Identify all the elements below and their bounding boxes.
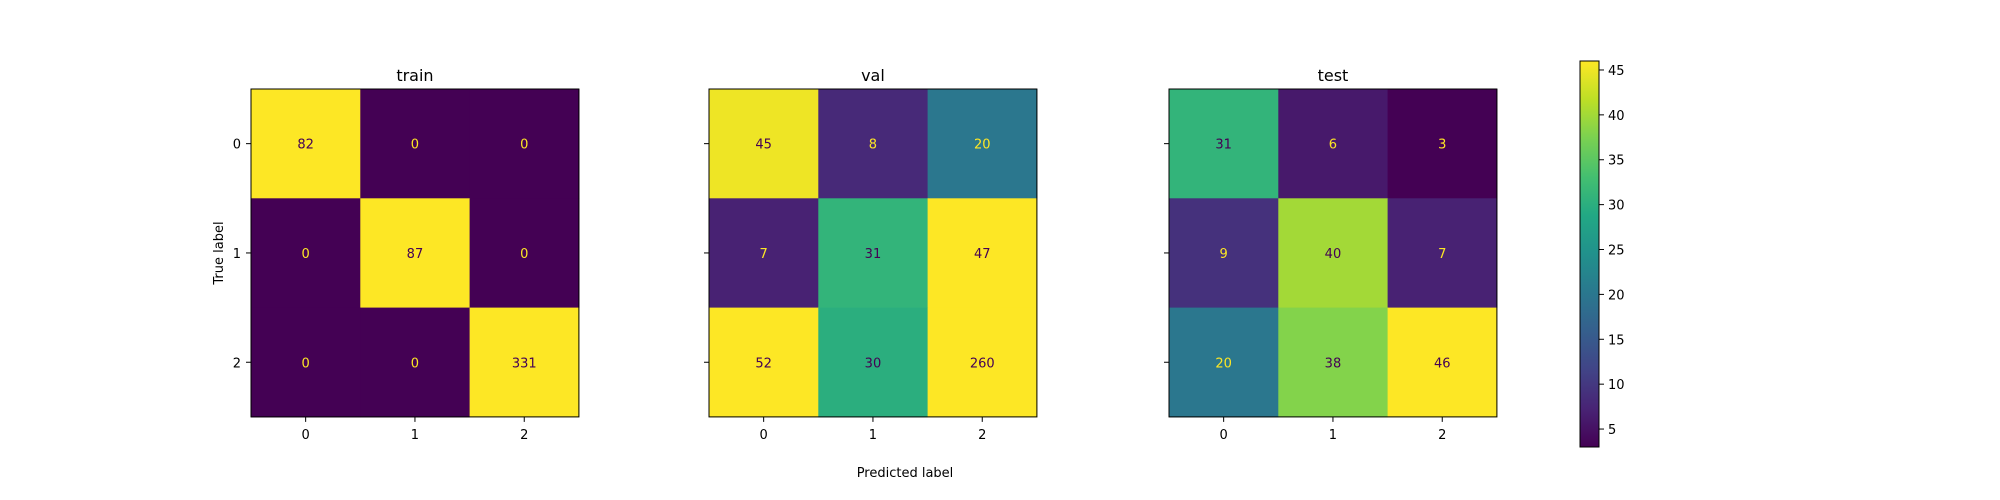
matrix-cell — [469, 307, 580, 418]
x-tick-label: 2 — [1438, 428, 1446, 443]
colorbar-tick-label: 20 — [1608, 288, 1625, 303]
matrix-cell — [1169, 198, 1279, 309]
matrix-cell — [927, 307, 1038, 418]
y-axis-label: True label — [212, 221, 227, 285]
panel-train: 82 0 0 0 87 0 0 0 331 train 0 1 2 0 1 2 — [233, 66, 580, 443]
cell-value-label: 6 — [1329, 138, 1337, 153]
matrix-cell — [709, 198, 819, 309]
matrix-cell — [818, 89, 929, 199]
matrix-cell — [1387, 198, 1498, 309]
x-tick-label: 2 — [978, 428, 986, 443]
matrix-cell — [469, 198, 580, 309]
matrix-cell — [1387, 89, 1498, 199]
matrix-cell — [251, 89, 361, 199]
cell-value-label: 31 — [865, 247, 882, 262]
x-tick-label: 0 — [760, 428, 768, 443]
cell-value-label: 20 — [974, 138, 991, 153]
panel-title: train — [396, 66, 433, 85]
cell-value-label: 8 — [869, 138, 877, 153]
matrix-cell — [709, 307, 819, 418]
matrix-cell — [1169, 89, 1279, 199]
matrix-cell — [927, 89, 1038, 199]
colorbar-gradient — [1579, 60, 1600, 448]
colorbar-tick-label: 40 — [1608, 109, 1625, 124]
matrix-cell — [927, 198, 1038, 309]
y-tick-label: 1 — [233, 247, 241, 262]
matrix-cell — [469, 89, 580, 199]
cell-value-label: 260 — [970, 356, 995, 371]
x-tick-label: 1 — [411, 428, 419, 443]
cell-value-label: 0 — [520, 247, 528, 262]
cell-value-label: 0 — [411, 356, 419, 371]
x-tick-label: 2 — [520, 428, 528, 443]
matrix-cell — [818, 198, 929, 309]
colorbar-tick-label: 10 — [1608, 378, 1625, 393]
cell-value-label: 87 — [407, 247, 424, 262]
matrix-cell — [1278, 89, 1389, 199]
colorbar-tick-label: 30 — [1608, 199, 1625, 214]
panel-title: val — [861, 66, 885, 85]
matrix-cell — [709, 89, 819, 199]
matrix-cell — [251, 307, 361, 418]
y-tick-label: 0 — [233, 138, 241, 153]
cell-value-label: 38 — [1325, 356, 1342, 371]
cell-value-label: 0 — [302, 356, 310, 371]
cell-value-label: 7 — [760, 247, 768, 262]
x-tick-label: 0 — [1220, 428, 1228, 443]
cell-value-label: 40 — [1325, 247, 1342, 262]
matrix-cell — [1278, 307, 1389, 418]
x-axis-label: Predicted label — [857, 466, 954, 481]
cell-value-label: 331 — [512, 356, 537, 371]
cell-value-label: 3 — [1438, 138, 1446, 153]
cell-value-label: 45 — [755, 138, 772, 153]
matrix-cell — [818, 307, 929, 418]
y-tick-label: 2 — [233, 356, 241, 371]
matrix-cell — [1278, 198, 1389, 309]
colorbar-tick-label: 35 — [1608, 154, 1625, 169]
matrix-cell — [1169, 307, 1279, 418]
matrix-cell — [360, 307, 471, 418]
cell-value-label: 0 — [520, 138, 528, 153]
cell-value-label: 31 — [1215, 138, 1232, 153]
matrix-cell — [360, 89, 471, 199]
cell-value-label: 82 — [297, 138, 314, 153]
colorbar: 5 10 15 20 25 30 35 40 45 — [1579, 60, 1625, 448]
matrix-cell — [251, 198, 361, 309]
x-tick-label: 0 — [302, 428, 310, 443]
cell-value-label: 0 — [411, 138, 419, 153]
cell-value-label: 20 — [1215, 356, 1232, 371]
colorbar-tick-label: 15 — [1608, 333, 1625, 348]
colorbar-tick-label: 5 — [1608, 423, 1616, 438]
colorbar-tick-label: 45 — [1608, 64, 1625, 79]
panel-test: 31 6 3 9 40 7 20 38 46 test 0 1 2 — [1164, 66, 1498, 443]
panel-val: 45 8 20 7 31 47 52 30 260 val 0 1 2 — [704, 66, 1038, 443]
cell-value-label: 0 — [302, 247, 310, 262]
cell-value-label: 46 — [1434, 356, 1451, 371]
matrix-cell — [1387, 307, 1498, 418]
cell-value-label: 9 — [1220, 247, 1228, 262]
cell-value-label: 52 — [755, 356, 772, 371]
panel-title: test — [1318, 66, 1349, 85]
colorbar-tick-label: 25 — [1608, 244, 1625, 259]
cell-value-label: 30 — [865, 356, 882, 371]
cell-value-label: 47 — [974, 247, 991, 262]
cell-value-label: 7 — [1438, 247, 1446, 262]
x-tick-label: 1 — [1329, 428, 1337, 443]
matrix-cell — [360, 198, 471, 309]
x-tick-label: 1 — [869, 428, 877, 443]
